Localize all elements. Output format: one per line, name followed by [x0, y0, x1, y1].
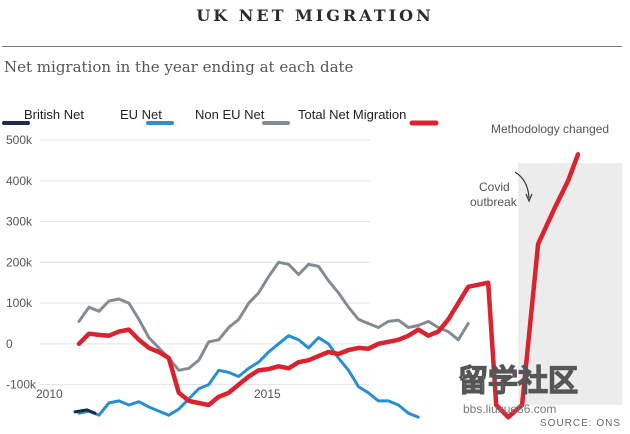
y-tick-label: 0 — [6, 337, 13, 351]
annotation-covid: outbreak — [470, 195, 518, 209]
watermark-url: bbs.liuxue86.com — [463, 402, 556, 416]
y-tick-label: 500k — [6, 133, 33, 147]
source-note: SOURCE: ONS — [540, 418, 621, 429]
x-tick-label: 2010 — [36, 387, 63, 401]
watermark-logo: 留学社区 — [458, 364, 578, 399]
y-tick-label: -100k — [6, 378, 37, 392]
annotation-covid: Covid — [479, 180, 510, 194]
annotation-arrow — [514, 171, 530, 199]
y-tick-label: 100k — [6, 296, 33, 310]
legend-label-eu: EU Net — [120, 107, 162, 122]
x-tick-label: 2015 — [254, 387, 281, 401]
y-tick-label: 400k — [6, 174, 33, 188]
y-tick-label: 200k — [6, 255, 33, 269]
title-divider — [2, 46, 622, 47]
series-line-british — [73, 408, 97, 415]
chart-subtitle: Net migration in the year ending at each… — [4, 58, 354, 76]
series-line-non-eu — [77, 260, 470, 372]
legend-label-total: Total Net Migration — [298, 107, 406, 122]
annotation-arrowhead — [525, 193, 533, 203]
chart-title: UK NET MIGRATION — [196, 6, 434, 25]
series-line-eu — [77, 334, 420, 419]
legend-label-british: British Net — [24, 107, 84, 122]
legend-label-non-eu: Non EU Net — [195, 107, 265, 122]
y-tick-label: 300k — [6, 215, 33, 229]
series-line-total — [76, 152, 581, 420]
annotation-methodology: Methodology changed — [491, 122, 609, 136]
